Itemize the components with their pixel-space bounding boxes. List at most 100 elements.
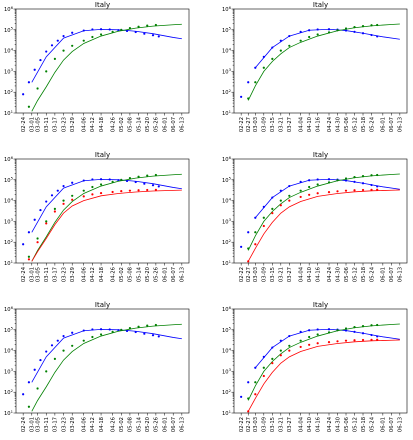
y-tick-label: 101 [4,409,14,417]
x-tick-label: 02-27 [246,417,252,432]
series-line [31,28,182,83]
data-point [279,354,282,357]
data-point [27,231,31,234]
data-point [271,357,274,360]
x-tick-label: 05-02 [119,417,125,432]
y-tick-exponent: 3 [11,217,14,222]
y-tick-base: 10 [4,90,11,96]
y-tick-exponent: 2 [229,388,232,393]
y-tick-base: 10 [4,307,11,313]
x-tick-label: 04-10 [307,117,313,132]
y-tick-base: 10 [222,328,229,334]
x-tick-label: 03-01 [30,117,36,132]
y-tick-base: 10 [222,369,229,375]
data-point [143,332,146,335]
data-point [91,193,94,196]
data-point [271,57,274,60]
y-tick-base: 10 [4,69,11,75]
x-tick-label: 04-12 [90,267,96,282]
data-point [71,344,74,347]
x-tick-label: 04-30 [335,117,341,132]
x-tick-label: 04-24 [327,416,333,432]
y-tick-label: 102 [222,238,232,246]
y-tick-base: 10 [4,219,11,225]
data-point [128,189,132,192]
data-point [146,188,149,192]
series-line [31,23,182,112]
data-point [137,175,140,178]
x-tick-label: 03-23 [61,267,67,282]
x-tick-label: 04-24 [327,116,333,132]
data-point [22,93,25,96]
data-point [279,199,282,202]
x-tick-label: 06-13 [180,417,186,432]
x-tick-label: 03-01 [30,267,36,282]
x-tick-label: 05-24 [369,116,375,132]
data-point [308,185,311,189]
y-tick-base: 10 [222,199,229,205]
x-tick-label: 04-12 [90,417,96,432]
x-tick-label: 04-26 [110,417,116,432]
data-point [247,231,250,234]
y-tick-exponent: 1 [229,109,232,114]
data-point [62,184,65,188]
x-tick-label: 03-27 [287,267,293,282]
data-point [39,58,42,62]
x-tick-label: 06-13 [180,267,186,282]
x-tick-label: 05-08 [128,117,134,132]
x-tick-label: 04-12 [90,117,96,132]
x-tick-label: 05-20 [145,417,151,432]
y-tick-base: 10 [4,369,11,375]
data-point [71,331,74,334]
data-point [151,34,155,37]
data-point [157,185,160,188]
data-point [151,184,155,187]
chart-title: Italy [313,301,328,309]
y-tick-base: 10 [4,411,11,417]
data-point [254,381,257,384]
data-point [154,188,157,191]
x-tick-label: 03-01 [30,417,36,432]
y-tick-exponent: 4 [229,46,232,51]
data-point [327,341,331,344]
data-point [91,335,94,339]
y-tick-label: 102 [4,88,14,96]
x-tick-label: 05-06 [344,267,350,282]
data-point [99,191,103,195]
x-tick-label: 05-08 [128,417,134,432]
data-point [279,204,282,207]
x-tick-label: 06-01 [162,417,168,432]
x-tick-label: 04-18 [99,117,105,132]
series-line [31,178,182,233]
y-tick-base: 10 [4,240,11,246]
y-tick-label: 102 [222,388,232,396]
x-tick-label: 03-21 [279,417,285,432]
data-point [82,195,85,198]
data-point [82,189,85,192]
x-tick-label: 06-07 [171,417,177,432]
y-tick-base: 10 [4,157,11,163]
data-point [99,333,103,336]
x-tick-label: 06-01 [381,417,387,432]
y-tick-base: 10 [222,90,229,96]
data-point [299,339,302,342]
data-point [336,190,339,193]
y-tick-exponent: 5 [11,26,14,31]
data-point [271,212,274,215]
x-tick-label: 05-14 [136,116,142,132]
x-tick-label: 06-01 [381,267,387,282]
data-point [111,190,114,194]
x-tick-label: 03-29 [70,267,76,282]
y-tick-exponent: 6 [11,305,14,310]
data-point [22,393,25,396]
x-tick-label: 06-07 [389,417,395,432]
x-tick-label: 03-15 [270,117,276,132]
data-point [39,208,42,212]
y-tick-exponent: 1 [11,259,14,264]
y-tick-exponent: 3 [229,67,232,72]
series-line [31,173,182,262]
x-tick-label: 05-20 [145,267,151,282]
x-tick-label: 05-18 [361,117,367,132]
